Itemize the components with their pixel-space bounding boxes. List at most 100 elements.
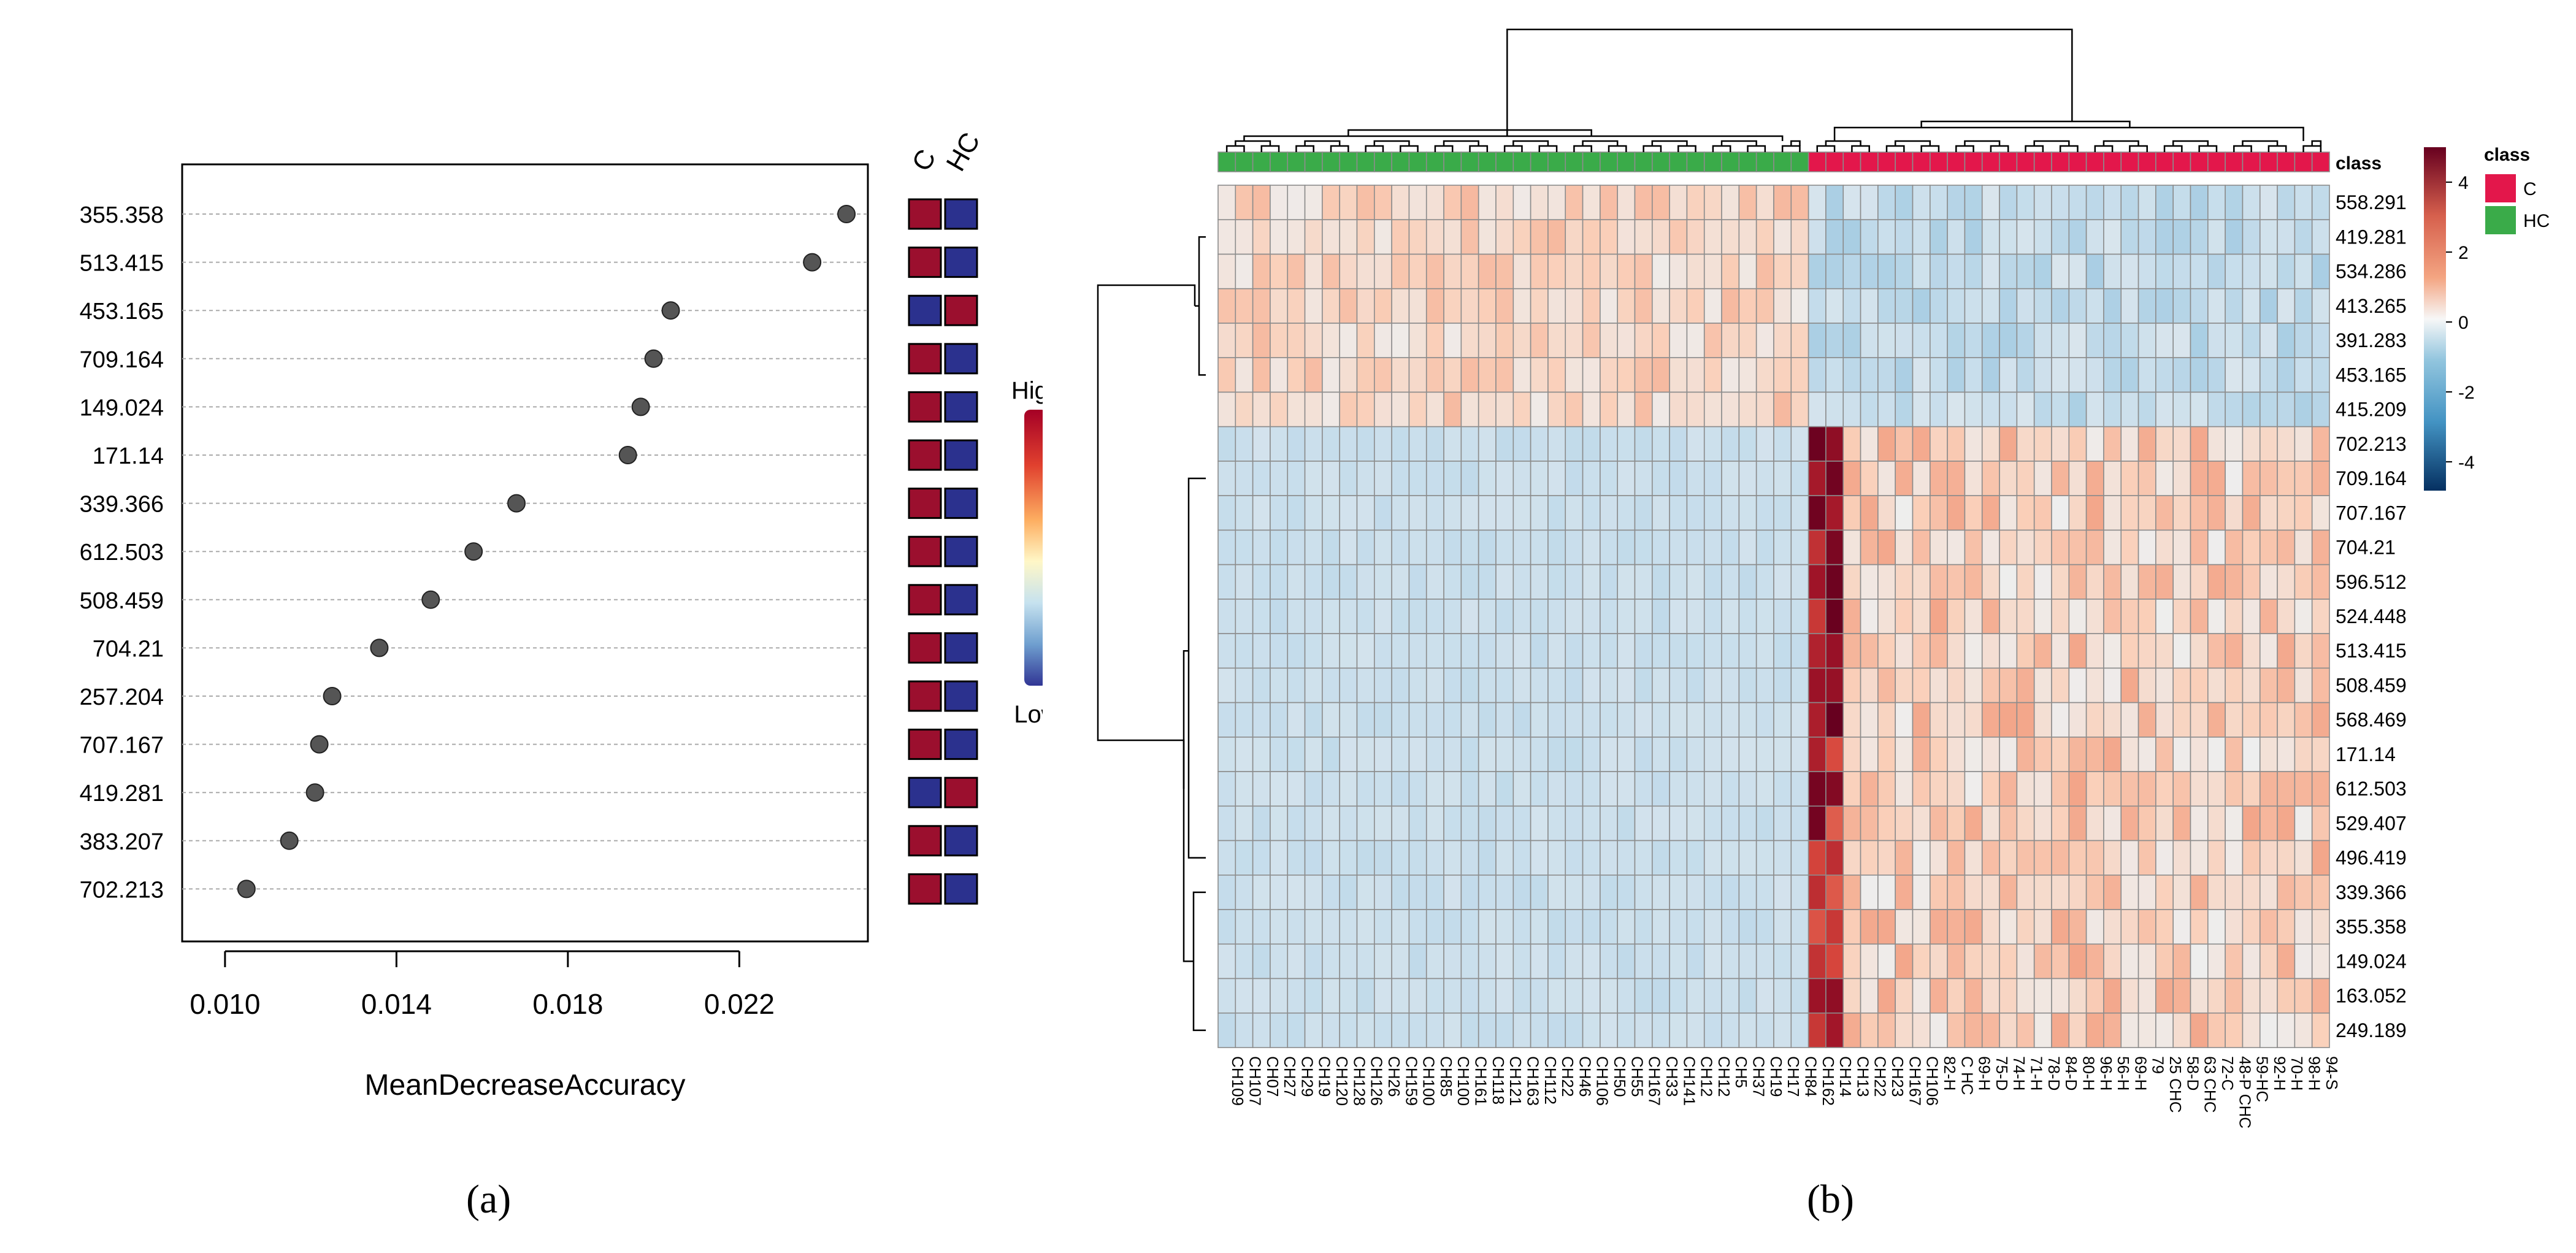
heatmap-cell <box>1252 805 1271 841</box>
heatmap-cell <box>2033 771 2052 807</box>
heatmap-cell <box>1738 702 1757 738</box>
heatmap-cell <box>1478 599 1497 634</box>
heatmap-cell <box>1669 840 1688 876</box>
heatmap-cell <box>1460 840 1479 876</box>
heatmap-cell <box>2207 426 2226 462</box>
heatmap-cell <box>2068 288 2087 324</box>
heatmap-cell <box>1339 978 1358 1014</box>
heatmap-cell <box>1686 702 1705 738</box>
class-annotation-cell <box>1790 151 1809 172</box>
heatmap-cell <box>1652 1012 1670 1048</box>
heatmap-cell <box>1930 564 1948 600</box>
heatmap-cell <box>1356 529 1375 565</box>
heatmap-cell <box>1721 1012 1740 1048</box>
heatmap-cell <box>2172 840 2191 876</box>
heatmap-cell <box>2155 667 2174 703</box>
heatmap-cell <box>1270 737 1289 772</box>
heatmap-cell <box>1304 564 1323 600</box>
heatmap-cell <box>1339 599 1358 634</box>
dendrogram-branch <box>1920 120 2131 128</box>
heatmap-cell <box>1374 737 1392 772</box>
dendrogram-branch <box>1825 140 1861 146</box>
heatmap-cell <box>1617 323 1636 359</box>
heatmap-cell <box>1495 323 1514 359</box>
heatmap-cell <box>1912 461 1931 496</box>
heatmap-cell <box>1617 943 1636 979</box>
heatmap-cell <box>2207 737 2226 772</box>
heatmap-cell <box>2016 875 2035 910</box>
group-hc-cell <box>944 439 978 471</box>
heatmap-cell <box>2016 323 2035 359</box>
heatmap-cell <box>2016 357 2035 393</box>
heatmap-cell <box>1356 253 1375 289</box>
heatmap-cell <box>1235 943 1254 979</box>
heatmap-cell <box>2242 219 2261 255</box>
heatmap-cell <box>1339 529 1358 565</box>
heatmap-cell <box>1582 357 1601 393</box>
heatmap-cell <box>1391 426 1410 462</box>
heatmap-cell <box>1217 288 1236 324</box>
heatmap-cell <box>2172 875 2191 910</box>
dendrogram-branch <box>1225 145 1245 152</box>
heatmap-cell <box>1217 495 1236 531</box>
dendrogram-branch <box>1097 284 1196 789</box>
heatmap-cell <box>2085 288 2104 324</box>
heatmap-cell <box>1547 391 1566 427</box>
heatmap-cell <box>1495 357 1514 393</box>
heatmap-cell <box>2085 978 2104 1014</box>
heatmap-cell <box>1825 288 1844 324</box>
heatmap-cell <box>1842 943 1861 979</box>
heatmap-cell <box>1860 253 1879 289</box>
heatmap-cell <box>1686 288 1705 324</box>
heatmap-cell <box>2172 1012 2191 1048</box>
heatmap-cell <box>1547 323 1566 359</box>
heatmap-cell <box>1408 564 1427 600</box>
heatmap-cell <box>2085 426 2104 462</box>
heatmap-cell <box>2242 1012 2261 1048</box>
heatmap-cell <box>1339 771 1358 807</box>
heatmap-cell <box>1930 426 1948 462</box>
heatmap-cell <box>1669 599 1688 634</box>
heatmap-cell <box>1842 805 1861 841</box>
heatmap-cell <box>2016 185 2035 221</box>
importance-point <box>507 494 526 513</box>
heatmap-cell <box>1999 978 2018 1014</box>
heatmap-cell <box>1356 978 1375 1014</box>
heatmap-cell <box>2172 461 2191 496</box>
heatmap-cell <box>1617 529 1636 565</box>
panel-a-caption: (a) <box>466 1177 512 1222</box>
heatmap-cell <box>1930 875 1948 910</box>
heatmap-cell <box>2068 978 2087 1014</box>
heatmap-cell <box>2016 391 2035 427</box>
heatmap-cell <box>1235 909 1254 945</box>
heatmap-cell <box>2033 702 2052 738</box>
heatmap-cell <box>1721 219 1740 255</box>
heatmap-cell <box>1530 667 1549 703</box>
dendrogram-branch <box>1260 145 1280 152</box>
heatmap-cell <box>2242 599 2261 634</box>
class-annotation-cell <box>2120 151 2139 172</box>
heatmap-cell <box>2120 461 2139 496</box>
group-hc-cell <box>944 294 978 326</box>
dendrogram-branch <box>1677 145 1696 152</box>
heatmap-cell <box>1460 495 1479 531</box>
column-label: CH106 <box>1923 1056 1942 1106</box>
heatmap-cell <box>1755 633 1774 669</box>
heatmap-cell <box>2103 495 2122 531</box>
heatmap-cell <box>1252 495 1271 531</box>
heatmap-cell <box>1443 943 1462 979</box>
heatmap-cell <box>1825 323 1844 359</box>
heatmap-cell <box>1860 978 1879 1014</box>
group-c-cell <box>908 584 942 616</box>
heatmap-cell <box>1339 633 1358 669</box>
importance-point <box>305 783 324 802</box>
heatmap-cell <box>2207 529 2226 565</box>
heatmap-cell <box>1755 875 1774 910</box>
heatmap-cell <box>1947 288 1966 324</box>
heatmap-cell <box>2085 323 2104 359</box>
heatmap-cell <box>1235 529 1254 565</box>
heatmap-cell <box>1860 599 1879 634</box>
heatmap-cell <box>1287 875 1306 910</box>
heatmap-cell <box>1790 529 1809 565</box>
heatmap-cell <box>2016 737 2035 772</box>
